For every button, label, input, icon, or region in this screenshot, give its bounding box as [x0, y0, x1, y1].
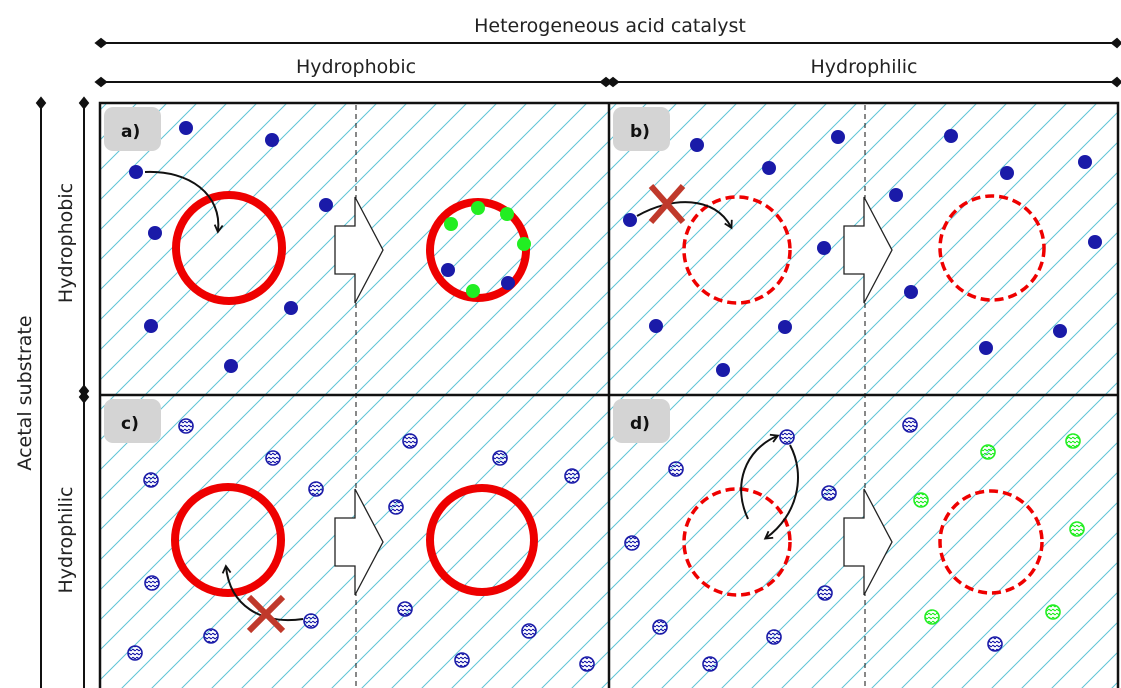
svg-text:a): a)	[121, 122, 140, 142]
product-particle	[466, 284, 480, 298]
catalyst-pore-d1	[682, 487, 792, 597]
catalyst-pore-b1	[682, 195, 792, 305]
hydrophobic-particle	[284, 301, 298, 315]
block-arrow-icon	[334, 488, 384, 596]
hydrophobic-particle	[441, 263, 455, 277]
row-header-hydrophilic: Hydrophilic	[55, 487, 77, 594]
hydrophobic-particle	[224, 359, 238, 373]
hydrophilic-particle	[454, 652, 470, 668]
curved-arrow-icon	[144, 170, 224, 234]
hydrophobic-particle	[1000, 166, 1014, 180]
hydrophilic-particle	[652, 619, 668, 635]
block-arrow-icon	[334, 196, 384, 304]
product-particle	[444, 217, 458, 231]
hydrophilic-particle	[144, 575, 160, 591]
hydrophobic-particle	[831, 130, 845, 144]
product-particle	[1045, 604, 1061, 620]
hydrophilic-particle	[303, 613, 319, 629]
curved-arrow-icon	[740, 433, 780, 520]
hydrophilic-particle	[492, 450, 508, 466]
hydrophilic-particle	[564, 468, 580, 484]
hydrophilic-particle	[817, 585, 833, 601]
hydrophilic-particle	[308, 481, 324, 497]
svg-text:d): d)	[630, 414, 650, 434]
hydrophobic-particle	[1088, 235, 1102, 249]
blocked-cross-icon	[648, 184, 686, 224]
curved-arrow-icon	[763, 444, 799, 540]
hydrophilic-particle	[779, 429, 795, 445]
top-header: Heterogeneous acid catalyst	[474, 15, 746, 37]
product-particle	[913, 492, 929, 508]
curved-arrow-icon	[636, 201, 733, 230]
block-arrow-icon	[843, 196, 893, 304]
hydrophobic-particle	[762, 161, 776, 175]
hydrophilic-particle	[521, 623, 537, 639]
panel-dividers	[98, 101, 1120, 688]
hydrophobic-particle	[778, 320, 792, 334]
product-particle	[924, 609, 940, 625]
product-particle	[517, 237, 531, 251]
hydrophilic-particle	[624, 535, 640, 551]
product-particle	[1065, 433, 1081, 449]
block-arrow-icon	[843, 488, 893, 596]
hydrophilic-particle	[902, 417, 918, 433]
product-particle	[471, 201, 485, 215]
hydrophobic-particle	[716, 363, 730, 377]
hydrophobic-particle	[649, 319, 663, 333]
panel-label-b: b)	[613, 107, 670, 151]
product-particle	[1069, 521, 1085, 537]
hydrophobic-particle	[129, 165, 143, 179]
hydrophilic-particle	[143, 472, 159, 488]
hydrophilic-particle	[702, 656, 718, 672]
hydrophilic-particle	[178, 418, 194, 434]
blocked-cross-icon	[246, 594, 286, 634]
left-header: Acetal substrate	[14, 315, 36, 470]
hydrophobic-particle	[623, 213, 637, 227]
hydrophilic-particle	[766, 629, 782, 645]
hydrophilic-particle	[265, 450, 281, 466]
product-particle	[500, 207, 514, 221]
particles	[127, 121, 1102, 672]
hydrophobic-particle	[979, 341, 993, 355]
hydrophobic-particle	[319, 198, 333, 212]
catalyst-pore-a1	[172, 191, 286, 305]
hydrophobic-particle	[1053, 324, 1067, 338]
hydrophilic-particle	[127, 645, 143, 661]
catalyst-pore-b2	[938, 194, 1046, 302]
panel-label-c: c)	[104, 399, 161, 443]
hydrophilic-particle	[987, 636, 1003, 652]
panel-label-a: a)	[104, 107, 161, 151]
hydrophobic-particle	[1078, 155, 1092, 169]
hydrophobic-particle	[817, 241, 831, 255]
curved-arrow-icon	[221, 564, 304, 621]
hydrophobic-particle	[148, 226, 162, 240]
hydrophilic-particle	[397, 601, 413, 617]
svg-text:c): c)	[121, 414, 139, 434]
row-header-hydrophobic: Hydrophobic	[55, 183, 77, 303]
hydrophobic-particle	[690, 138, 704, 152]
panel-label-d: d)	[613, 399, 670, 443]
hydrophilic-particle	[579, 656, 595, 672]
hydrophilic-particle	[668, 461, 684, 477]
col-header-hydrophobic: Hydrophobic	[296, 56, 416, 78]
hydrophobic-particle	[144, 319, 158, 333]
hydrophilic-particle	[402, 433, 418, 449]
hydrophobic-particle	[944, 129, 958, 143]
hydrophilic-particle	[388, 499, 404, 515]
hydrophobic-particle	[501, 276, 515, 290]
hydrophobic-particle	[265, 133, 279, 147]
hydrophobic-particle	[904, 285, 918, 299]
hydrophilic-particle	[821, 485, 837, 501]
catalyst-pore-c2	[426, 484, 538, 596]
col-header-hydrophilic: Hydrophilic	[811, 56, 918, 78]
product-particle	[980, 444, 996, 460]
hydrophilic-particle	[203, 628, 219, 644]
hydrophobic-particle	[179, 121, 193, 135]
catalyst-pore-d2	[938, 489, 1044, 595]
svg-text:b): b)	[630, 122, 650, 142]
hydrophobic-particle	[889, 188, 903, 202]
header-brackets	[35, 37, 1121, 688]
catalyst-pore-c1	[171, 483, 285, 597]
